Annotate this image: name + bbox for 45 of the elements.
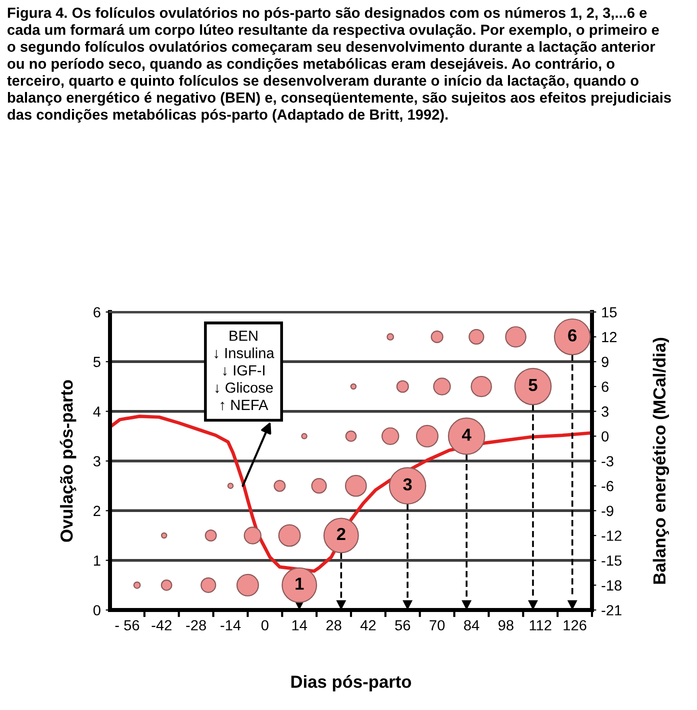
x-tick-label: 112: [530, 620, 552, 630]
y2-tick-label: -12: [602, 530, 622, 541]
y2-tick-label: 3: [602, 406, 608, 417]
y-tick-label: 1: [94, 556, 100, 566]
x-tick-label: 0: [261, 620, 268, 630]
y2-tick-label: -3: [602, 456, 614, 466]
x-tick-label: 14: [292, 620, 308, 630]
y-tick-label: 6: [94, 307, 100, 318]
x-tick-label: 28: [326, 620, 342, 630]
annotation: 5: [528, 379, 538, 392]
y2-tick-label: 6: [602, 382, 608, 392]
y-axis-title: Ovulação pós-parto: [60, 380, 76, 542]
x-tick-label: 70: [430, 620, 445, 630]
x-tick-label: -42: [152, 620, 172, 630]
annotation: 6: [568, 329, 577, 342]
x-tick-label: 56: [395, 620, 410, 630]
y2-tick-label: -15: [602, 556, 622, 566]
y-tick-label: 5: [93, 356, 100, 368]
x-axis-title: Dias pós-parto: [291, 674, 412, 692]
annotation: 2: [336, 528, 346, 540]
x-tick-label: -14: [220, 620, 241, 630]
x-tick-label: 126: [564, 620, 586, 630]
x-tick-label: 98: [498, 620, 514, 630]
y2-tick-label: 9: [602, 356, 608, 368]
x-tick-label: - 56: [115, 620, 140, 630]
y-tick-label: 3: [93, 456, 100, 466]
y2-tick-label: 0: [602, 431, 609, 442]
x-tick-label: 42: [360, 620, 376, 630]
y2-axis-title: Balanço energético (MCal/dia): [652, 338, 670, 584]
chart-title: Figura 4. Os folículos ovulatórios no pós-parto são designados com os números 1, 2, 3,...6 e cada um formará um corpo lúteo resultante da respectiva ovulação. Por exemplo, o primeiro e o segundo folículos ovulatórios começaram seu desenvolvimento durante a lactação anterior ou no período seco, quando as condições metabólicas eram desejáveis. Ao contrário, o terceiro, quarto e quinto folículos se desenvolveram durante o início da lactação, quando o balanço energético é negativo (BEN) e, conseqüentemente, são sujeitos aos efeitos prejudiciais das condições metabólicas pós-parto (Adaptado de Britt, 1992).: [7, 7, 671, 123]
y2-tick-label: -21: [602, 605, 622, 616]
y2-tick-label: 12: [602, 332, 617, 342]
y2-tick-label: -6: [602, 480, 614, 492]
x-tick-label: -28: [186, 620, 206, 630]
annotation: 3: [403, 478, 412, 491]
x-tick-label: 84: [464, 620, 480, 630]
y-tick-label: 0: [93, 605, 100, 616]
annotation: 1: [296, 578, 304, 590]
y2-tick-label: 15: [602, 307, 617, 318]
y2-tick-label: -9: [602, 506, 614, 516]
annotation: 4: [462, 428, 472, 441]
annotation: BEN ↓ Insulina ↓ IGF-I ↓ Glicose ↑ NEFA: [214, 330, 274, 410]
y2-tick-label: -18: [602, 580, 622, 591]
y-tick-label: 2: [94, 506, 100, 516]
y-tick-label: 4: [93, 406, 101, 417]
